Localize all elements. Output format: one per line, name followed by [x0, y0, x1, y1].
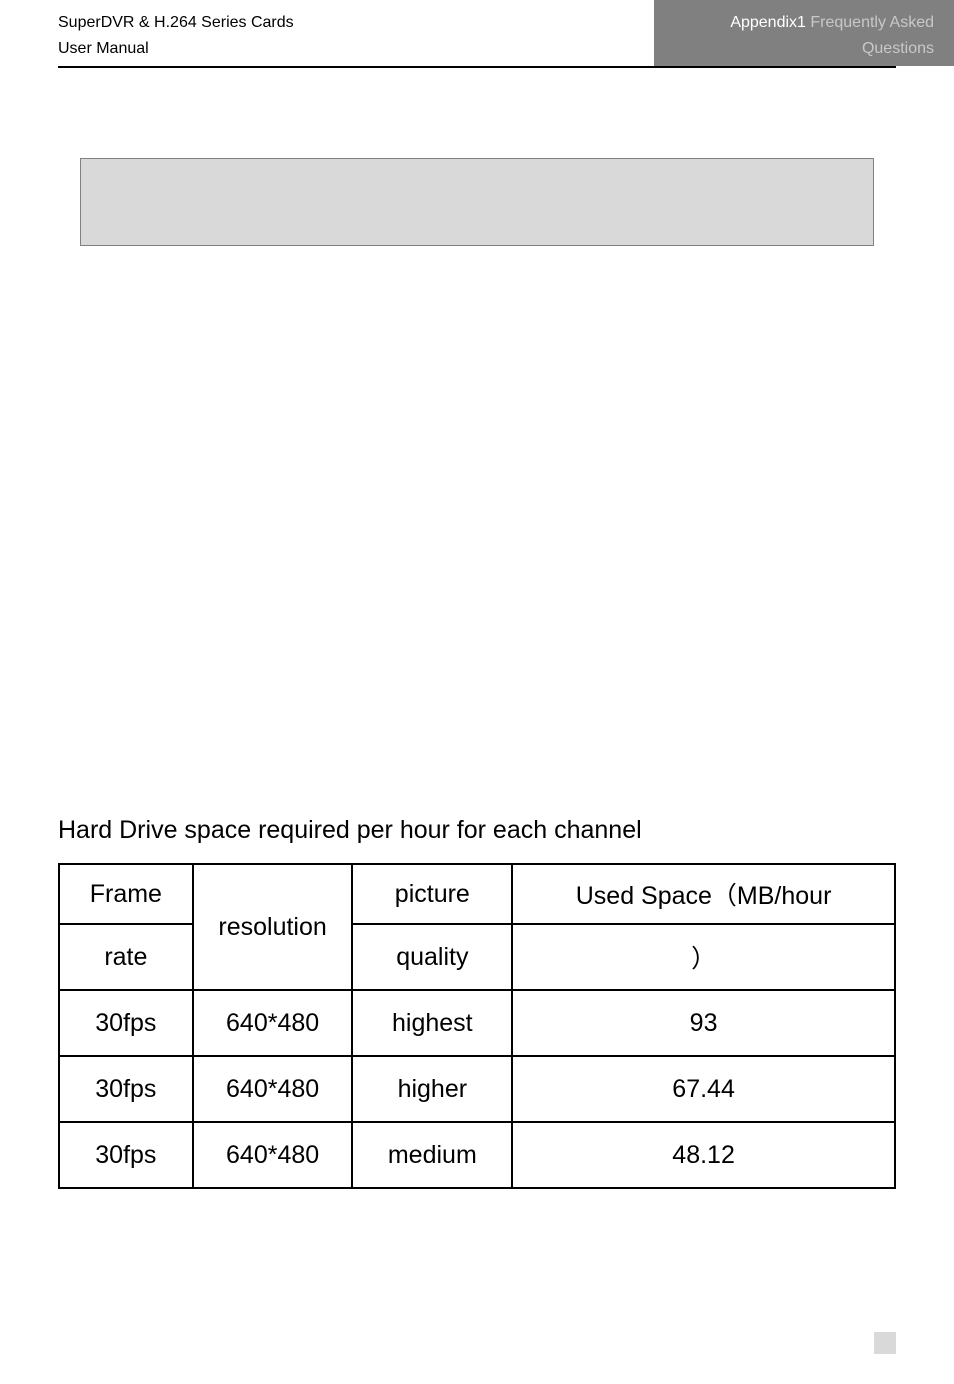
- cell-quality: higher: [352, 1056, 512, 1122]
- th-resolution: resolution: [193, 864, 353, 990]
- cell-resolution: 640*480: [193, 1122, 353, 1188]
- cell-space: 67.44: [512, 1056, 895, 1122]
- th-frame: Frame: [59, 864, 193, 924]
- space-table: Frame resolution picture Used Space（MB/h…: [58, 863, 896, 1189]
- subtitle: User Manual: [58, 36, 654, 62]
- table-header-row-2: rate quality ）: [59, 924, 895, 990]
- th-picture: picture: [352, 864, 512, 924]
- cell-resolution: 640*480: [193, 1056, 353, 1122]
- th-close-paren: ）: [512, 924, 895, 990]
- th-rate: rate: [59, 924, 193, 990]
- cell-frame-rate: 30fps: [59, 990, 193, 1056]
- cell-quality: medium: [352, 1122, 512, 1188]
- appendix-faded-2: Questions: [654, 36, 934, 62]
- header-left: SuperDVR & H.264 Series Cards User Manua…: [0, 0, 654, 66]
- cell-space: 93: [512, 990, 895, 1056]
- cell-frame-rate: 30fps: [59, 1122, 193, 1188]
- th-used-space: Used Space（MB/hour: [512, 864, 895, 924]
- cell-quality: highest: [352, 990, 512, 1056]
- gray-placeholder-box: [80, 158, 874, 246]
- cell-frame-rate: 30fps: [59, 1056, 193, 1122]
- table-row: 30fps 640*480 highest 93: [59, 990, 895, 1056]
- product-line: SuperDVR & H.264 Series Cards: [58, 10, 654, 36]
- cell-resolution: 640*480: [193, 990, 353, 1056]
- th-quality: quality: [352, 924, 512, 990]
- footer-page-marker: [874, 1332, 896, 1354]
- header-underline: [58, 66, 896, 68]
- section-title: Hard Drive space required per hour for e…: [58, 816, 954, 845]
- appendix-line: Appendix1 Frequently Asked: [654, 10, 934, 36]
- page-header: SuperDVR & H.264 Series Cards User Manua…: [0, 0, 954, 66]
- header-right: Appendix1 Frequently Asked Questions: [654, 0, 954, 66]
- appendix-faded-1: Frequently Asked: [810, 14, 934, 31]
- table-header-row-1: Frame resolution picture Used Space（MB/h…: [59, 864, 895, 924]
- table-row: 30fps 640*480 higher 67.44: [59, 1056, 895, 1122]
- cell-space: 48.12: [512, 1122, 895, 1188]
- appendix-label: Appendix1: [730, 14, 810, 31]
- table-row: 30fps 640*480 medium 48.12: [59, 1122, 895, 1188]
